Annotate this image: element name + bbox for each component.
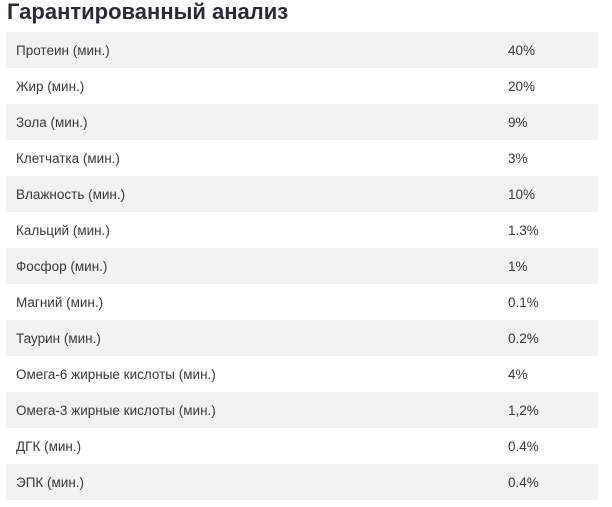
table-row: Фосфор (мин.) 1% bbox=[6, 248, 598, 284]
nutrient-value: 40% bbox=[508, 42, 536, 58]
nutrient-name: Протеин (мин.) bbox=[16, 42, 110, 58]
table-row: Кальций (мин.) 1.3% bbox=[6, 212, 598, 248]
nutrient-value: 20% bbox=[508, 78, 536, 94]
table-row: Протеин (мин.) 40% bbox=[6, 32, 598, 68]
nutrient-value: 0.4% bbox=[508, 474, 539, 490]
table-row: Жир (мин.) 20% bbox=[6, 68, 598, 104]
nutrient-value: 0.2% bbox=[508, 330, 539, 346]
nutrient-name: ЭПК (мин.) bbox=[16, 474, 85, 490]
table-row: Омега-6 жирные кислоты (мин.) 4% bbox=[6, 356, 598, 392]
table-row: Зола (мин.) 9% bbox=[6, 104, 598, 140]
nutrient-name: Кальций (мин.) bbox=[16, 222, 110, 238]
nutrient-name: Таурин (мин.) bbox=[16, 330, 101, 346]
nutrient-name: Омега-3 жирные кислоты (мин.) bbox=[16, 402, 216, 418]
nutrient-name: Омега-6 жирные кислоты (мин.) bbox=[16, 366, 216, 382]
nutrient-name: Магний (мин.) bbox=[16, 294, 104, 310]
nutrient-name: Жир (мин.) bbox=[16, 78, 85, 94]
table-row: ЭПК (мин.) 0.4% bbox=[6, 464, 598, 500]
nutrient-value: 4% bbox=[508, 366, 528, 382]
table-row: Влажность (мин.) 10% bbox=[6, 176, 598, 212]
table-row: Таурин (мин.) 0.2% bbox=[6, 320, 598, 356]
nutrient-name: Клетчатка (мин.) bbox=[16, 150, 120, 166]
nutrient-name: Фосфор (мин.) bbox=[16, 258, 108, 274]
nutrient-value: 0.1% bbox=[508, 294, 539, 310]
nutrient-value: 0.4% bbox=[508, 438, 539, 454]
table-row: Омега-3 жирные кислоты (мин.) 1,2% bbox=[6, 392, 598, 428]
nutrient-name: Влажность (мин.) bbox=[16, 186, 126, 202]
analysis-table: Протеин (мин.) 40% Жир (мин.) 20% Зола (… bbox=[6, 32, 598, 500]
nutrient-name: Зола (мин.) bbox=[16, 114, 88, 130]
nutrient-name: ДГК (мин.) bbox=[16, 438, 82, 454]
nutrient-value: 1.3% bbox=[508, 222, 539, 238]
table-row: Клетчатка (мин.) 3% bbox=[6, 140, 598, 176]
nutrient-value: 3% bbox=[508, 150, 528, 166]
nutrient-value: 1% bbox=[508, 258, 528, 274]
section-title: Гарантированный анализ bbox=[7, 0, 289, 24]
nutrient-value: 1,2% bbox=[508, 402, 539, 418]
nutrient-value: 9% bbox=[508, 114, 528, 130]
nutrient-value: 10% bbox=[508, 186, 536, 202]
table-row: Магний (мин.) 0.1% bbox=[6, 284, 598, 320]
table-row: ДГК (мин.) 0.4% bbox=[6, 428, 598, 464]
